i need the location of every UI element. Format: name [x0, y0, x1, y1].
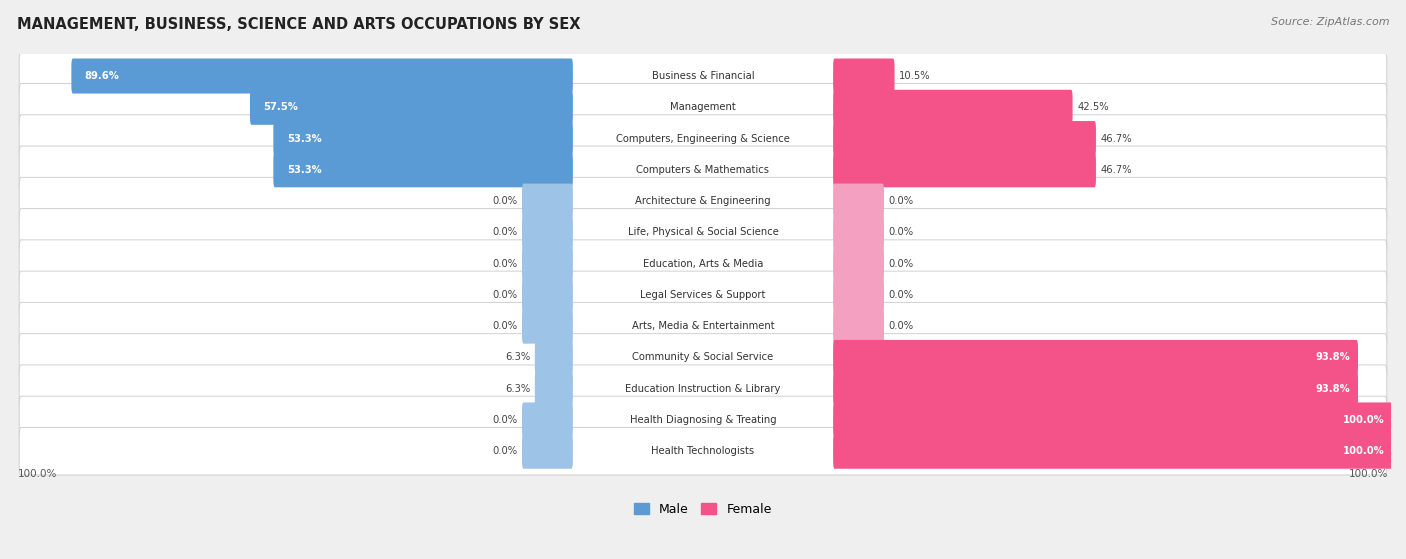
Text: 0.0%: 0.0%	[492, 228, 517, 238]
FancyBboxPatch shape	[20, 52, 1386, 100]
FancyBboxPatch shape	[273, 121, 572, 156]
Text: Arts, Media & Entertainment: Arts, Media & Entertainment	[631, 321, 775, 331]
FancyBboxPatch shape	[522, 277, 572, 312]
FancyBboxPatch shape	[834, 246, 884, 281]
FancyBboxPatch shape	[20, 365, 1386, 413]
FancyBboxPatch shape	[834, 277, 884, 312]
FancyBboxPatch shape	[834, 340, 1358, 375]
Text: Health Diagnosing & Treating: Health Diagnosing & Treating	[630, 415, 776, 425]
Text: 46.7%: 46.7%	[1101, 165, 1132, 175]
FancyBboxPatch shape	[20, 209, 1386, 256]
FancyBboxPatch shape	[522, 402, 572, 438]
Text: 0.0%: 0.0%	[492, 196, 517, 206]
FancyBboxPatch shape	[522, 246, 572, 281]
Text: MANAGEMENT, BUSINESS, SCIENCE AND ARTS OCCUPATIONS BY SEX: MANAGEMENT, BUSINESS, SCIENCE AND ARTS O…	[17, 17, 581, 32]
Text: Computers & Mathematics: Computers & Mathematics	[637, 165, 769, 175]
Text: 42.5%: 42.5%	[1077, 102, 1109, 112]
Text: 0.0%: 0.0%	[492, 415, 517, 425]
FancyBboxPatch shape	[522, 309, 572, 344]
Text: 100.0%: 100.0%	[1343, 446, 1385, 456]
FancyBboxPatch shape	[834, 183, 884, 219]
Legend: Male, Female: Male, Female	[630, 498, 776, 520]
FancyBboxPatch shape	[534, 340, 572, 375]
FancyBboxPatch shape	[834, 309, 884, 344]
Text: Business & Financial: Business & Financial	[652, 71, 754, 81]
Text: Education, Arts & Media: Education, Arts & Media	[643, 259, 763, 269]
Text: 53.3%: 53.3%	[287, 134, 322, 144]
FancyBboxPatch shape	[834, 215, 884, 250]
FancyBboxPatch shape	[20, 396, 1386, 444]
FancyBboxPatch shape	[834, 152, 1095, 187]
FancyBboxPatch shape	[20, 115, 1386, 162]
Text: 0.0%: 0.0%	[889, 321, 914, 331]
Text: Architecture & Engineering: Architecture & Engineering	[636, 196, 770, 206]
FancyBboxPatch shape	[834, 90, 1073, 125]
FancyBboxPatch shape	[522, 215, 572, 250]
Text: 0.0%: 0.0%	[889, 290, 914, 300]
Text: Education Instruction & Library: Education Instruction & Library	[626, 383, 780, 394]
Text: 10.5%: 10.5%	[898, 71, 931, 81]
FancyBboxPatch shape	[20, 83, 1386, 131]
Text: 100.0%: 100.0%	[18, 469, 58, 479]
FancyBboxPatch shape	[20, 334, 1386, 381]
FancyBboxPatch shape	[834, 434, 1392, 469]
FancyBboxPatch shape	[834, 371, 1358, 406]
FancyBboxPatch shape	[522, 434, 572, 469]
FancyBboxPatch shape	[834, 402, 1392, 438]
FancyBboxPatch shape	[20, 428, 1386, 475]
Text: 89.6%: 89.6%	[84, 71, 120, 81]
Text: 0.0%: 0.0%	[492, 259, 517, 269]
Text: Legal Services & Support: Legal Services & Support	[640, 290, 766, 300]
FancyBboxPatch shape	[20, 177, 1386, 225]
Text: 53.3%: 53.3%	[287, 165, 322, 175]
FancyBboxPatch shape	[534, 371, 572, 406]
FancyBboxPatch shape	[20, 240, 1386, 287]
Text: Source: ZipAtlas.com: Source: ZipAtlas.com	[1271, 17, 1389, 27]
Text: 93.8%: 93.8%	[1316, 352, 1351, 362]
Text: 0.0%: 0.0%	[492, 290, 517, 300]
FancyBboxPatch shape	[834, 59, 894, 93]
Text: 0.0%: 0.0%	[492, 321, 517, 331]
Text: 93.8%: 93.8%	[1316, 383, 1351, 394]
Text: Life, Physical & Social Science: Life, Physical & Social Science	[627, 228, 779, 238]
Text: Community & Social Service: Community & Social Service	[633, 352, 773, 362]
Text: 57.5%: 57.5%	[263, 102, 298, 112]
FancyBboxPatch shape	[834, 121, 1095, 156]
FancyBboxPatch shape	[20, 302, 1386, 350]
FancyBboxPatch shape	[20, 271, 1386, 319]
Text: 46.7%: 46.7%	[1101, 134, 1132, 144]
Text: Computers, Engineering & Science: Computers, Engineering & Science	[616, 134, 790, 144]
Text: Health Technologists: Health Technologists	[651, 446, 755, 456]
FancyBboxPatch shape	[72, 59, 572, 93]
Text: 6.3%: 6.3%	[505, 383, 530, 394]
Text: 0.0%: 0.0%	[889, 228, 914, 238]
Text: 6.3%: 6.3%	[505, 352, 530, 362]
Text: 100.0%: 100.0%	[1343, 415, 1385, 425]
FancyBboxPatch shape	[273, 152, 572, 187]
Text: 0.0%: 0.0%	[889, 259, 914, 269]
Text: 0.0%: 0.0%	[492, 446, 517, 456]
FancyBboxPatch shape	[250, 90, 572, 125]
FancyBboxPatch shape	[20, 146, 1386, 193]
FancyBboxPatch shape	[522, 183, 572, 219]
Text: Management: Management	[671, 102, 735, 112]
Text: 0.0%: 0.0%	[889, 196, 914, 206]
Text: 100.0%: 100.0%	[1348, 469, 1388, 479]
